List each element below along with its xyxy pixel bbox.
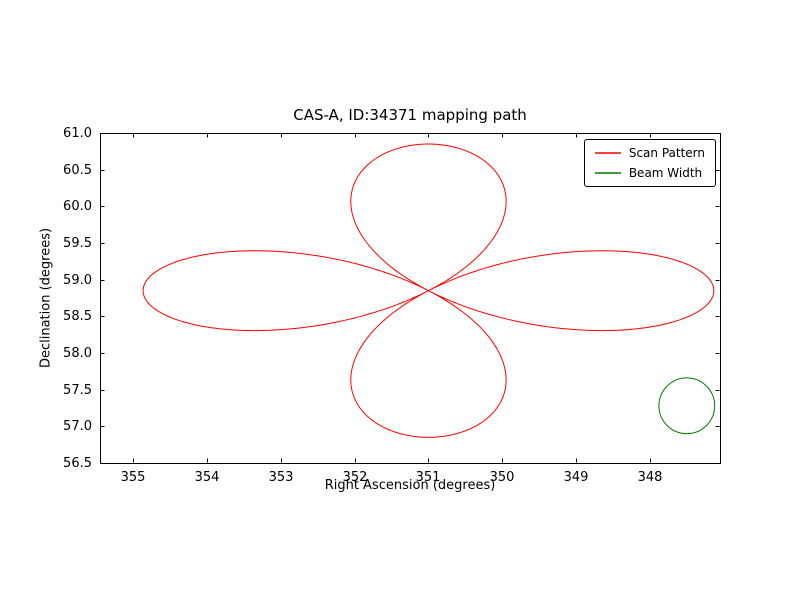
svg-text:354: 354 bbox=[195, 470, 220, 485]
svg-text:351: 351 bbox=[416, 470, 441, 485]
legend-label-scan-pattern: Scan Pattern bbox=[628, 146, 705, 160]
legend-item-scan-pattern: Scan Pattern bbox=[594, 146, 705, 160]
svg-text:60.5: 60.5 bbox=[63, 163, 92, 178]
svg-text:59.5: 59.5 bbox=[63, 236, 92, 251]
svg-text:56.5: 56.5 bbox=[63, 456, 92, 471]
svg-text:58.5: 58.5 bbox=[63, 309, 92, 324]
svg-text:57.5: 57.5 bbox=[63, 383, 92, 398]
svg-text:350: 350 bbox=[490, 470, 515, 485]
legend: Scan Pattern Beam Width bbox=[583, 139, 716, 187]
svg-text:57.0: 57.0 bbox=[63, 419, 92, 434]
svg-text:352: 352 bbox=[343, 470, 368, 485]
svg-text:348: 348 bbox=[638, 470, 663, 485]
legend-item-beam-width: Beam Width bbox=[594, 166, 705, 180]
svg-text:355: 355 bbox=[121, 470, 146, 485]
svg-text:59.0: 59.0 bbox=[63, 273, 92, 288]
legend-label-beam-width: Beam Width bbox=[628, 166, 703, 180]
svg-text:349: 349 bbox=[564, 470, 589, 485]
beam-width-line-icon bbox=[594, 172, 621, 174]
svg-text:60.0: 60.0 bbox=[63, 199, 92, 214]
plot-title: CAS-A, ID:34371 mapping path bbox=[293, 106, 527, 124]
scan-pattern-line-icon bbox=[594, 152, 621, 154]
svg-text:58.0: 58.0 bbox=[63, 346, 92, 361]
x-axis-label: Right Ascension (degrees) bbox=[324, 478, 496, 493]
svg-text:61.0: 61.0 bbox=[63, 126, 92, 141]
svg-text:353: 353 bbox=[269, 470, 294, 485]
